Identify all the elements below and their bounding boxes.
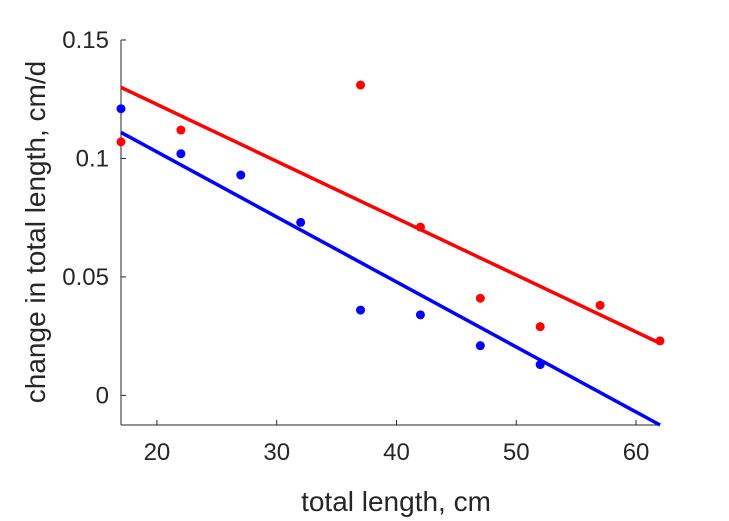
- fit-lines: [120, 85, 661, 427]
- y-tick-label: 0.1: [76, 145, 109, 172]
- y-axis-label: change in total length, cm/d: [20, 61, 51, 403]
- data-points: [116, 80, 665, 370]
- data-point-series-2: [535, 360, 545, 370]
- data-point-series-2: [475, 341, 485, 351]
- data-point-series-1: [415, 222, 425, 232]
- data-point-series-1: [655, 336, 665, 346]
- data-point-series-1: [475, 293, 485, 303]
- data-point-series-1: [535, 322, 545, 332]
- y-tick-label: 0.15: [62, 27, 109, 54]
- data-point-series-1: [116, 137, 126, 147]
- fit-line-series-1: [120, 85, 661, 345]
- x-tick-label: 40: [383, 439, 410, 466]
- data-point-series-1: [356, 80, 366, 90]
- axes: 20 30 40 50 60 0 0.05 0.1 0.15: [62, 27, 660, 466]
- data-point-series-2: [296, 217, 306, 227]
- fit-line-series-2: [120, 130, 661, 427]
- data-point-series-2: [415, 310, 425, 320]
- data-point-series-2: [116, 104, 126, 114]
- y-tick-label: 0: [96, 382, 109, 409]
- data-point-series-2: [176, 149, 186, 159]
- x-tick-label: 30: [263, 439, 290, 466]
- data-point-series-1: [595, 300, 605, 310]
- x-tick-label: 50: [503, 439, 530, 466]
- x-tick-label: 60: [623, 439, 650, 466]
- y-tick-label: 0.05: [62, 264, 109, 291]
- data-point-series-2: [236, 170, 246, 180]
- x-tick-label: 20: [144, 439, 171, 466]
- data-point-series-2: [356, 305, 366, 315]
- x-axis-label: total length, cm: [301, 486, 491, 517]
- data-point-series-1: [176, 125, 186, 135]
